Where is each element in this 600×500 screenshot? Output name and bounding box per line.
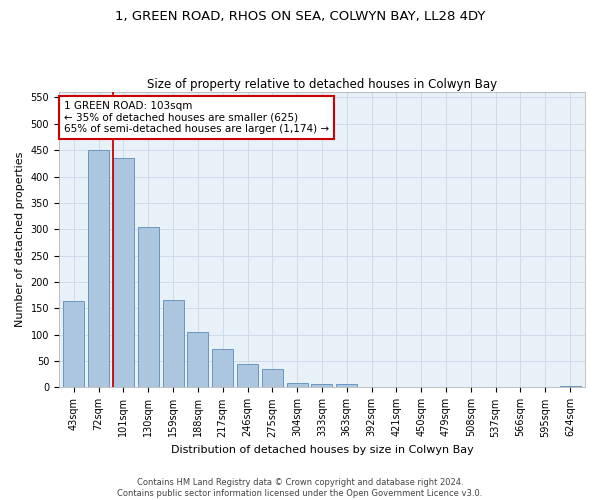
Bar — [187, 332, 208, 388]
X-axis label: Distribution of detached houses by size in Colwyn Bay: Distribution of detached houses by size … — [170, 445, 473, 455]
Bar — [113, 158, 134, 388]
Bar — [262, 369, 283, 388]
Bar — [163, 300, 184, 388]
Text: 1 GREEN ROAD: 103sqm
← 35% of detached houses are smaller (625)
65% of semi-deta: 1 GREEN ROAD: 103sqm ← 35% of detached h… — [64, 101, 329, 134]
Bar — [311, 384, 332, 388]
Text: Contains HM Land Registry data © Crown copyright and database right 2024.
Contai: Contains HM Land Registry data © Crown c… — [118, 478, 482, 498]
Bar — [237, 364, 258, 388]
Bar — [287, 382, 308, 388]
Title: Size of property relative to detached houses in Colwyn Bay: Size of property relative to detached ho… — [147, 78, 497, 91]
Bar — [212, 349, 233, 388]
Bar — [137, 226, 159, 388]
Bar — [63, 302, 85, 388]
Bar — [336, 384, 358, 388]
Y-axis label: Number of detached properties: Number of detached properties — [15, 152, 25, 328]
Bar — [88, 150, 109, 388]
Bar — [361, 387, 382, 388]
Text: 1, GREEN ROAD, RHOS ON SEA, COLWYN BAY, LL28 4DY: 1, GREEN ROAD, RHOS ON SEA, COLWYN BAY, … — [115, 10, 485, 23]
Bar — [560, 386, 581, 388]
